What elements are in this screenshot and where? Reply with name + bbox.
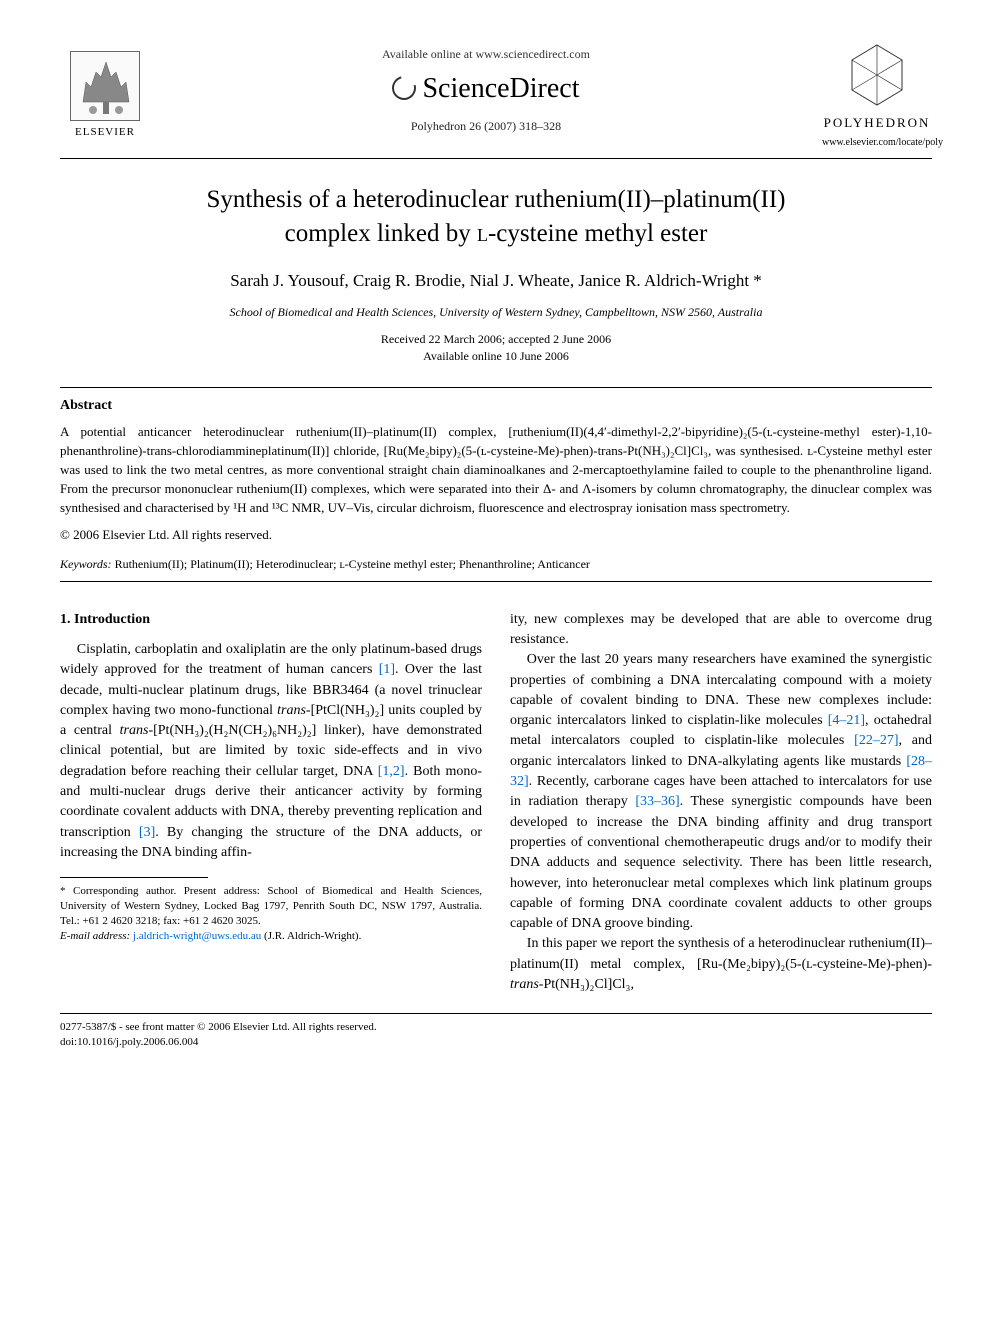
ref-link-3[interactable]: [3] — [139, 825, 155, 840]
body-columns: 1. Introduction Cisplatin, carboplatin a… — [60, 610, 932, 996]
p3-c: -Pt(NH₃)₂Cl]Cl₃, — [539, 977, 634, 992]
ref-link-1[interactable]: [1] — [379, 662, 395, 677]
dates-line1: Received 22 March 2006; accepted 2 June … — [381, 332, 611, 346]
footnote-corr: * Corresponding author. Present address:… — [60, 885, 482, 927]
abstract-top-rule — [60, 387, 932, 388]
p1-e: trans — [120, 723, 149, 738]
ref-link-33-36[interactable]: [33–36] — [635, 794, 679, 809]
polyhedron-logo: POLYHEDRON www.elsevier.com/locate/poly — [822, 40, 932, 150]
abstract-bottom-rule — [60, 581, 932, 582]
intro-paragraph-2: Over the last 20 years many researchers … — [510, 650, 932, 934]
keywords-label: Keywords: — [60, 557, 112, 571]
authors: Sarah J. Yousouf, Craig R. Brodie, Nial … — [60, 269, 932, 293]
affiliation: School of Biomedical and Health Sciences… — [60, 304, 932, 321]
intro-paragraph-1: Cisplatin, carboplatin and oxaliplatin a… — [60, 640, 482, 863]
footnote-email-who: (J.R. Aldrich-Wright). — [261, 930, 361, 942]
p1-c: trans — [277, 703, 306, 718]
journal-reference: Polyhedron 26 (2007) 318–328 — [150, 118, 822, 135]
section-1-heading: 1. Introduction — [60, 610, 482, 630]
sciencedirect-text: ScienceDirect — [422, 69, 579, 108]
intro-paragraph-3: In this paper we report the synthesis of… — [510, 934, 932, 995]
abstract-heading: Abstract — [60, 396, 932, 416]
page-footer: 0277-5387/$ - see front matter © 2006 El… — [60, 1020, 932, 1050]
keywords-text: Ruthenium(II); Platinum(II); Heterodinuc… — [112, 557, 590, 571]
title-line2-pre: complex linked by — [285, 220, 477, 247]
abstract-copyright: © 2006 Elsevier Ltd. All rights reserved… — [60, 526, 932, 544]
corresponding-author-footnote: * Corresponding author. Present address:… — [60, 884, 482, 943]
elsevier-label: ELSEVIER — [75, 125, 135, 140]
intro-paragraph-1-cont: ity, new complexes may be developed that… — [510, 610, 932, 651]
footer-line2: doi:10.1016/j.poly.2006.06.004 — [60, 1036, 198, 1048]
column-right: ity, new complexes may be developed that… — [510, 610, 932, 996]
elsevier-logo: ELSEVIER — [60, 40, 150, 140]
p3-b: trans — [510, 977, 539, 992]
sciencedirect-logo: ScienceDirect — [392, 69, 579, 108]
title-line2-sc: l — [477, 220, 488, 247]
elsevier-tree-icon — [70, 51, 140, 121]
header-divider — [60, 158, 932, 159]
title-line1: Synthesis of a heterodinuclear ruthenium… — [207, 186, 786, 213]
polyhedron-url: www.elsevier.com/locate/poly — [822, 136, 932, 150]
journal-header: ELSEVIER Available online at www.science… — [60, 40, 932, 150]
keywords: Keywords: Ruthenium(II); Platinum(II); H… — [60, 556, 932, 573]
footnote-rule — [60, 877, 208, 878]
ref-link-22-27[interactable]: [22–27] — [854, 733, 898, 748]
polyhedron-shape-icon — [842, 40, 912, 110]
polyhedron-label: POLYHEDRON — [822, 114, 932, 132]
dates-line2: Available online 10 June 2006 — [423, 349, 569, 363]
footnote-email-label: E-mail address: — [60, 930, 130, 942]
abstract-text: A potential anticancer heterodinuclear r… — [60, 424, 932, 514]
title-line2-post: -cysteine methyl ester — [488, 220, 707, 247]
p2-e: . These synergistic compounds have been … — [510, 794, 932, 931]
article-title: Synthesis of a heterodinuclear ruthenium… — [60, 183, 932, 251]
footer-rule — [60, 1013, 932, 1014]
p3-a: In this paper we report the synthesis of… — [510, 936, 932, 971]
footer-line1: 0277-5387/$ - see front matter © 2006 El… — [60, 1021, 377, 1033]
abstract-body: A potential anticancer heterodinuclear r… — [60, 423, 932, 517]
ref-link-1-2[interactable]: [1,2] — [378, 764, 405, 779]
article-dates: Received 22 March 2006; accepted 2 June … — [60, 331, 932, 365]
available-online-text: Available online at www.sciencedirect.co… — [150, 46, 822, 63]
ref-link-4-21[interactable]: [4–21] — [828, 713, 865, 728]
footnote-email-link[interactable]: j.aldrich-wright@uws.edu.au — [133, 930, 261, 942]
header-center: Available online at www.sciencedirect.co… — [150, 40, 822, 135]
sciencedirect-swirl-icon — [388, 72, 421, 105]
column-left: 1. Introduction Cisplatin, carboplatin a… — [60, 610, 482, 996]
